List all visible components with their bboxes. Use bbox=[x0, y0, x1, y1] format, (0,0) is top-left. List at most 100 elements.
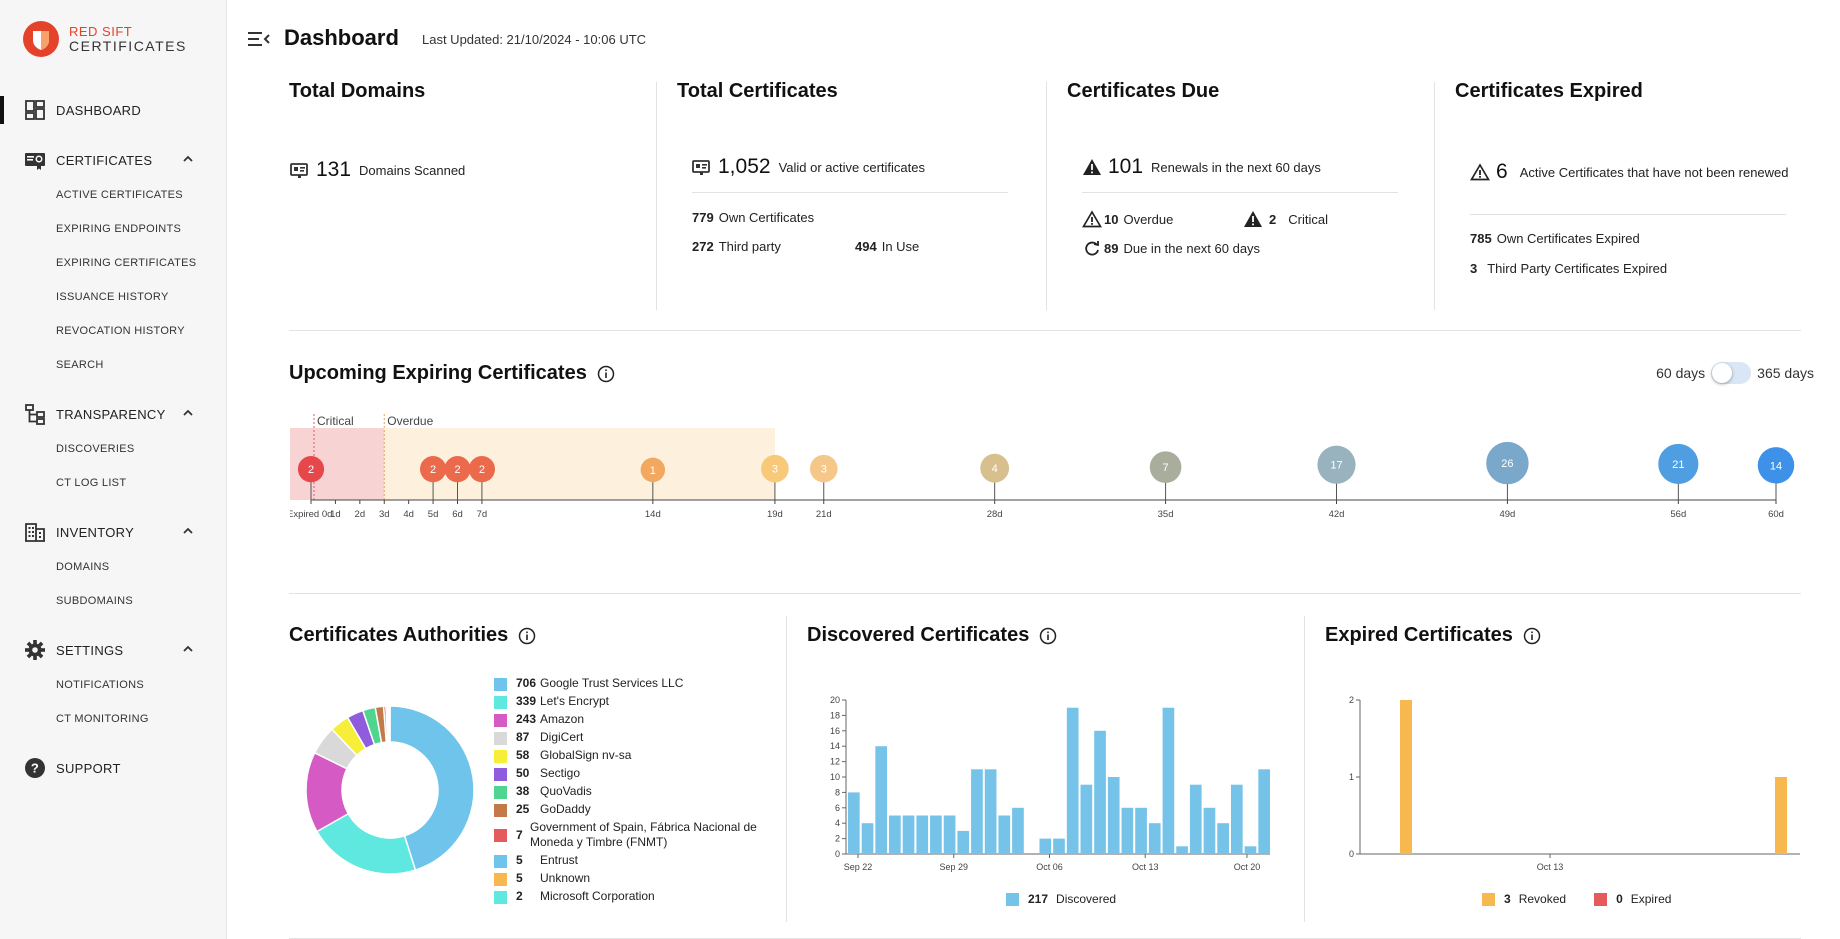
sidebar-item-settings[interactable]: SETTINGS bbox=[0, 632, 227, 668]
sidebar: RED SIFT CERTIFICATES DASHBOARD CERTIFICA… bbox=[0, 0, 227, 939]
sidebar-item-transparency[interactable]: TRANSPARENCY bbox=[0, 396, 227, 432]
chevron-up-icon[interactable] bbox=[183, 644, 193, 654]
info-icon[interactable] bbox=[1523, 627, 1541, 645]
legend-item[interactable]: 87 DigiCert bbox=[494, 730, 770, 748]
legend-item[interactable]: 7 Government of Spain, Fábrica Nacional d… bbox=[494, 820, 770, 853]
sidebar-item-support[interactable]: ? SUPPORT bbox=[0, 750, 227, 786]
donut-slice[interactable] bbox=[388, 705, 391, 743]
bar[interactable] bbox=[1203, 807, 1216, 854]
sidebar-subitem-search[interactable]: SEARCH bbox=[56, 359, 104, 371]
expiry-bubble[interactable] bbox=[1658, 443, 1699, 485]
bar[interactable] bbox=[1053, 838, 1065, 854]
bar[interactable] bbox=[875, 746, 888, 854]
donut-slice[interactable] bbox=[389, 705, 475, 872]
sidebar-subitem-active-certificates[interactable]: ACTIVE CERTIFICATES bbox=[56, 189, 183, 201]
legend-name: Amazon bbox=[540, 712, 585, 726]
sidebar-subitem-notifications[interactable]: NOTIFICATIONS bbox=[56, 679, 145, 691]
sidebar-subitem-ct-monitoring[interactable]: CT MONITORING bbox=[56, 713, 149, 725]
bar[interactable] bbox=[889, 815, 901, 855]
range-switch[interactable] bbox=[1711, 362, 1752, 384]
sidebar-subitem-expiring-certificates[interactable]: EXPIRING CERTIFICATES bbox=[56, 257, 197, 269]
bar[interactable] bbox=[1162, 707, 1175, 854]
bar[interactable] bbox=[1066, 707, 1079, 854]
not-renewed-count: 6 bbox=[1496, 160, 1508, 183]
bar[interactable] bbox=[902, 815, 915, 855]
expiry-bubble[interactable] bbox=[761, 454, 789, 483]
sidebar-item-dashboard[interactable]: DASHBOARD bbox=[0, 92, 227, 128]
timeline-tick-label: 6d bbox=[452, 509, 463, 520]
switch-knob[interactable] bbox=[1712, 363, 1733, 383]
info-icon[interactable] bbox=[597, 365, 615, 383]
bar[interactable] bbox=[1217, 823, 1229, 854]
nav-spacer bbox=[0, 382, 227, 396]
bar[interactable] bbox=[1094, 730, 1106, 854]
bar[interactable] bbox=[916, 815, 929, 855]
bar[interactable] bbox=[1258, 769, 1270, 854]
sidebar-subitem-revocation-history[interactable]: REVOCATION HISTORY bbox=[56, 325, 185, 337]
chevron-up-icon[interactable] bbox=[183, 408, 193, 418]
expiry-bubble[interactable] bbox=[980, 453, 1010, 483]
legend-item[interactable]: 243 Amazon bbox=[494, 712, 770, 730]
expiry-bubble[interactable] bbox=[1486, 441, 1529, 485]
bar[interactable] bbox=[971, 769, 983, 854]
sidebar-subitem-expiring-endpoints[interactable]: EXPIRING ENDPOINTS bbox=[56, 223, 182, 235]
revoked-total: 3 bbox=[1504, 892, 1511, 906]
legend-item[interactable]: 38 QuoVadis bbox=[494, 784, 770, 802]
bar[interactable] bbox=[848, 792, 860, 854]
legend-count: 38 bbox=[516, 784, 530, 798]
bar[interactable] bbox=[1012, 807, 1024, 854]
bar[interactable] bbox=[943, 815, 956, 855]
expiry-bubble[interactable] bbox=[419, 456, 447, 483]
bar[interactable] bbox=[1775, 777, 1787, 854]
legend-item[interactable]: 339 Let's Encrypt bbox=[494, 694, 770, 712]
bar[interactable] bbox=[1080, 784, 1093, 854]
legend-item[interactable]: 25 GoDaddy bbox=[494, 802, 770, 820]
card-divider bbox=[656, 82, 657, 310]
bar[interactable] bbox=[1135, 807, 1147, 854]
info-icon[interactable] bbox=[518, 627, 536, 645]
bar[interactable] bbox=[930, 815, 942, 855]
legend-item[interactable]: 706 Google Trust Services LLC bbox=[494, 676, 770, 694]
bar[interactable] bbox=[861, 823, 874, 854]
bar[interactable] bbox=[1039, 838, 1052, 854]
sidebar-item-inventory[interactable]: INVENTORY bbox=[0, 514, 227, 550]
brand-logo[interactable]: RED SIFT CERTIFICATES bbox=[22, 20, 187, 58]
chevron-up-icon[interactable] bbox=[183, 526, 193, 536]
info-icon[interactable] bbox=[1039, 627, 1057, 645]
legend-item[interactable]: 5 Entrust bbox=[494, 853, 770, 871]
legend-swatch bbox=[494, 768, 507, 781]
bar[interactable] bbox=[1176, 846, 1188, 854]
expiry-bubble[interactable] bbox=[444, 456, 471, 483]
bar[interactable] bbox=[1230, 784, 1243, 854]
legend-item[interactable]: 2 Microsoft Corporation bbox=[494, 889, 770, 907]
discovered-series-label: Discovered bbox=[1056, 892, 1117, 906]
legend-item[interactable]: 5 Unknown bbox=[494, 871, 770, 889]
chevron-up-icon[interactable] bbox=[183, 154, 193, 164]
bar[interactable] bbox=[998, 815, 1011, 855]
expiry-bubble[interactable] bbox=[640, 457, 666, 483]
domains-scanned-row: 131 Domains Scanned bbox=[290, 158, 465, 182]
expiry-bubble[interactable] bbox=[1149, 451, 1182, 483]
bar[interactable] bbox=[1400, 700, 1412, 854]
collapse-menu-icon[interactable] bbox=[248, 30, 270, 48]
bar[interactable] bbox=[984, 769, 997, 854]
sidebar-subitem-domains[interactable]: DOMAINS bbox=[56, 561, 110, 573]
legend-item[interactable]: 58 GlobalSign nv-sa bbox=[494, 748, 770, 766]
sidebar-subitem-subdomains[interactable]: SUBDOMAINS bbox=[56, 595, 133, 607]
expiry-bubble[interactable] bbox=[297, 456, 325, 483]
expiry-bubble[interactable] bbox=[468, 456, 496, 483]
expiry-bubble[interactable] bbox=[1317, 445, 1356, 484]
bar[interactable] bbox=[1244, 846, 1257, 854]
expiry-bubble[interactable] bbox=[1757, 447, 1795, 484]
bar[interactable] bbox=[1189, 784, 1202, 854]
sidebar-subitem-discoveries[interactable]: DISCOVERIES bbox=[56, 443, 135, 455]
bar[interactable] bbox=[1121, 807, 1134, 854]
sidebar-subitem-issuance-history[interactable]: ISSUANCE HISTORY bbox=[56, 291, 169, 303]
sidebar-item-certificates[interactable]: CERTIFICATES bbox=[0, 142, 227, 178]
expiry-bubble[interactable] bbox=[809, 454, 838, 483]
bar[interactable] bbox=[1148, 823, 1161, 854]
sidebar-subitem-ct-log-list[interactable]: CT LOG LIST bbox=[56, 477, 127, 489]
bar[interactable] bbox=[957, 830, 970, 854]
bar[interactable] bbox=[1107, 777, 1120, 854]
legend-item[interactable]: 50 Sectigo bbox=[494, 766, 770, 784]
